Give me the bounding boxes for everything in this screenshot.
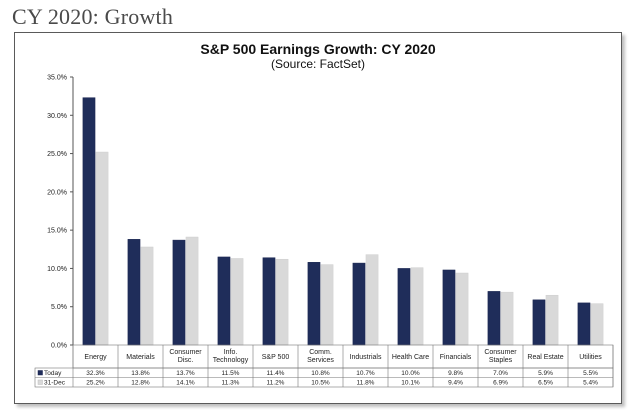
data-label: 14.1%: [176, 380, 195, 387]
category-label: Real Estate: [527, 354, 563, 361]
category-label: S&P 500: [262, 354, 290, 361]
bar-dec31: [410, 267, 424, 346]
legend-label: Today: [44, 370, 62, 377]
bar-dec31: [500, 291, 514, 346]
data-label: 10.7%: [356, 370, 375, 377]
category-label: Materials: [126, 354, 155, 361]
data-label: 11.4%: [267, 370, 285, 377]
bar-dec31: [140, 246, 154, 346]
category-label: Consumer: [169, 349, 202, 356]
bar-dec31: [590, 303, 604, 346]
y-tick-label: 10.0%: [47, 266, 67, 273]
data-label: 10.5%: [311, 380, 330, 387]
legend-swatch: [37, 379, 43, 385]
y-tick-label: 25.0%: [47, 151, 67, 158]
data-label: 12.8%: [131, 380, 150, 387]
bar-today: [352, 262, 366, 346]
bar-dec31: [545, 294, 559, 346]
data-label: 7.0%: [493, 370, 508, 377]
bar-dec31: [185, 236, 199, 346]
data-label: 11.5%: [222, 370, 240, 377]
data-label: 9.8%: [448, 370, 463, 377]
y-tick-label: 30.0%: [47, 113, 67, 120]
y-tick-label: 20.0%: [47, 189, 67, 196]
y-tick-label: 15.0%: [47, 228, 67, 235]
bar-today: [577, 302, 591, 346]
legend-label: 31-Dec: [44, 380, 66, 387]
chart-subtitle: (Source: FactSet): [270, 57, 366, 71]
data-label: 11.2%: [267, 380, 285, 387]
category-label: Comm.: [309, 349, 332, 356]
bar-dec31: [365, 254, 379, 346]
data-label: 32.3%: [86, 370, 105, 377]
bar-dec31: [95, 151, 109, 346]
bar-dec31: [275, 258, 289, 346]
data-label: 9.4%: [448, 380, 463, 387]
bar-today: [442, 269, 456, 346]
y-tick-label: 35.0%: [47, 75, 67, 82]
bar-today: [397, 268, 411, 346]
data-label: 13.7%: [176, 370, 195, 377]
category-label: Staples: [489, 357, 513, 364]
bar-chart: 0.0% 5.0% 10.0% 15.0% 20.0% 25.0% 30.0% 35.0% En…: [34, 75, 614, 388]
bar-today: [82, 97, 96, 346]
category-label: Financials: [440, 354, 472, 361]
bar-today: [307, 262, 321, 346]
slide-title: CY 2020: Growth: [12, 4, 174, 29]
data-label: 25.2%: [86, 380, 105, 387]
bar-today: [262, 257, 276, 346]
data-label: 10.0%: [401, 370, 420, 377]
chart-title: S&P 500 Earnings Growth: CY 2020: [200, 41, 436, 57]
bar-today: [487, 291, 501, 346]
category-label: Consumer: [484, 349, 517, 356]
category-label: Services: [307, 357, 334, 364]
bar-dec31: [230, 258, 244, 346]
data-label: 10.1%: [401, 380, 420, 387]
category-label: Utilities: [579, 354, 602, 361]
data-label: 11.8%: [357, 380, 375, 387]
data-label: 6.5%: [538, 380, 553, 387]
data-label: 5.5%: [583, 370, 598, 377]
legend-swatch: [37, 370, 43, 376]
bar-today: [532, 299, 546, 346]
chart-frame: S&P 500 Earnings Growth: CY 2020 (Source…: [14, 32, 622, 404]
bar-today: [217, 256, 231, 346]
category-label: Technology: [213, 357, 249, 364]
category-label: Info.: [224, 349, 238, 356]
data-label: 5.4%: [583, 380, 598, 387]
data-label: 13.8%: [131, 370, 150, 377]
bar-dec31: [320, 264, 334, 346]
bar-today: [172, 239, 186, 346]
data-label: 11.3%: [222, 380, 240, 387]
bar-dec31: [455, 272, 469, 346]
y-tick-label: 5.0%: [51, 304, 67, 311]
data-label: 6.9%: [493, 380, 508, 387]
category-label: Disc.: [178, 357, 194, 364]
category-label: Industrials: [350, 354, 382, 361]
data-label: 10.8%: [311, 370, 330, 377]
category-label: Health Care: [392, 354, 429, 361]
category-label: Energy: [84, 354, 107, 361]
bar-today: [127, 239, 141, 346]
data-label: 5.9%: [538, 370, 553, 377]
y-tick-label: 0.0%: [51, 343, 67, 350]
